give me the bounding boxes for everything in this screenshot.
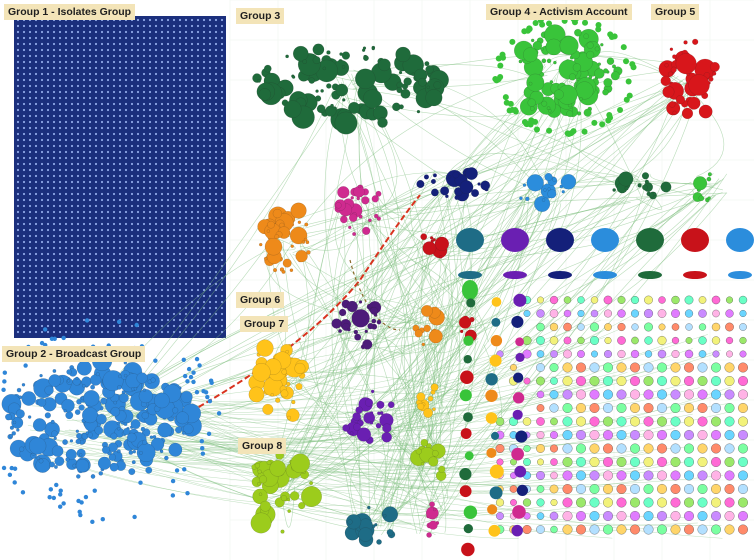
group-5-cluster: [658, 38, 720, 119]
group-1-label: Group 1 - Isolates Group: [4, 4, 136, 20]
group-5-label: Group 5: [651, 4, 700, 20]
pink-cluster: [334, 184, 382, 236]
group-4-satellites: [492, 15, 637, 137]
blue-cluster-1: [519, 173, 577, 212]
green-cluster-3: [692, 172, 712, 203]
group-8-cluster: [250, 451, 322, 534]
group-7-cluster: [248, 339, 309, 422]
purple-cluster-1: [331, 299, 382, 350]
group-4-cluster: [514, 24, 623, 118]
scattered-nodes: [459, 293, 529, 557]
violet-cluster: [342, 389, 395, 444]
teal-cluster: [344, 505, 398, 547]
yellow-cluster-2: [416, 383, 439, 418]
group-2-label: Group 2 - Broadcast Group: [2, 346, 146, 362]
green-cluster-2: [612, 171, 672, 200]
small-components: [456, 228, 754, 300]
group-3-cluster: [252, 43, 449, 135]
red-cluster-1: [420, 233, 449, 259]
group-6-cluster: [257, 202, 311, 274]
lime-cluster-2: [410, 438, 447, 481]
navy-cluster-1: [416, 167, 491, 202]
orange-cluster-2: [412, 305, 445, 347]
pink-cluster-2: [426, 501, 440, 538]
group-3-label: Group 3: [236, 8, 285, 24]
group-7-label: Group 7: [240, 316, 289, 332]
group-6-label: Group 6: [236, 292, 285, 308]
group-8-label: Group 8: [238, 438, 287, 454]
isolate-dots: [16, 18, 224, 334]
nodes: [1, 15, 754, 557]
small-node-grid: [495, 295, 748, 535]
group-2-cluster: [1, 350, 202, 479]
group-4-label: Group 4 - Activism Account: [486, 4, 632, 20]
